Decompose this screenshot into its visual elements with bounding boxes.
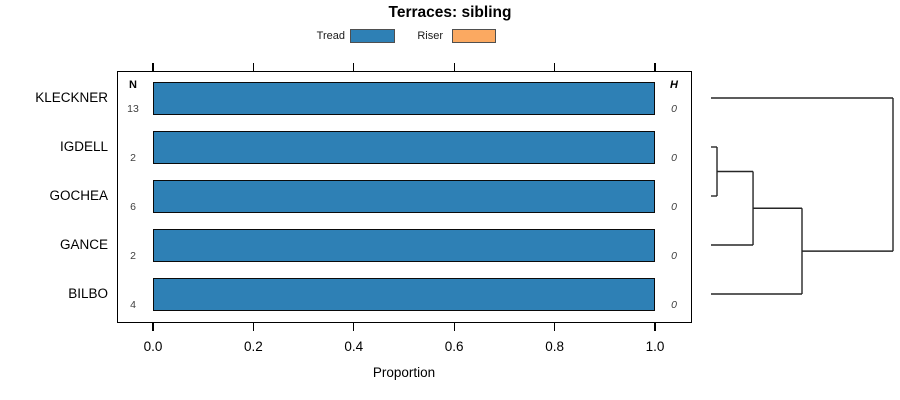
x-tick-label: 0.8 xyxy=(545,339,564,354)
n-column-header: N xyxy=(129,79,137,91)
legend-label-tread: Tread xyxy=(316,30,345,42)
h-value: 0 xyxy=(671,152,677,164)
x-tick-label: 1.0 xyxy=(645,339,665,354)
legend-swatch-riser xyxy=(452,29,496,43)
x-tick-bottom xyxy=(252,323,255,331)
y-axis-label: IGDELL xyxy=(59,139,108,154)
x-tick-bottom xyxy=(654,323,656,331)
y-axis-label: GANCE xyxy=(59,237,108,252)
chart-title: Terraces: sibling xyxy=(388,4,512,21)
x-tick-bottom xyxy=(353,323,355,331)
x-tick-label: 0.0 xyxy=(143,339,163,354)
x-tick-label: 0.2 xyxy=(244,339,263,354)
x-tick-top xyxy=(252,63,255,71)
y-axis-label: KLECKNER xyxy=(35,90,108,105)
x-tick-top xyxy=(453,63,455,71)
x-tick-bottom xyxy=(453,323,455,331)
h-value: 0 xyxy=(671,250,677,262)
x-tick-top xyxy=(553,63,556,71)
legend-swatch-tread xyxy=(350,29,395,43)
n-value: 2 xyxy=(130,250,136,262)
x-tick-top xyxy=(353,63,355,71)
h-value: 0 xyxy=(671,299,677,311)
h-value: 0 xyxy=(671,201,677,213)
bar-igdell xyxy=(153,130,655,164)
n-value: 6 xyxy=(130,201,136,213)
bar-kleckner xyxy=(153,81,655,115)
x-axis-title: Proportion xyxy=(372,365,436,380)
bar-gochea xyxy=(153,179,655,213)
y-axis-label: GOCHEA xyxy=(49,188,108,203)
x-tick-top xyxy=(654,63,656,71)
x-tick-top xyxy=(152,63,154,71)
n-value: 2 xyxy=(130,152,136,164)
x-tick-bottom xyxy=(152,323,154,331)
legend-label-riser: Riser xyxy=(417,30,443,42)
n-value: 4 xyxy=(130,299,136,311)
bar-bilbo xyxy=(153,277,655,311)
bar-gance xyxy=(153,228,655,262)
h-column-header: H xyxy=(670,79,678,91)
x-tick-label: 0.4 xyxy=(344,339,364,354)
n-value: 13 xyxy=(127,103,139,115)
y-axis-label: BILBO xyxy=(68,286,108,301)
x-tick-bottom xyxy=(553,323,556,331)
h-value: 0 xyxy=(671,103,677,115)
x-tick-label: 0.6 xyxy=(444,339,464,354)
legend: Tread Riser xyxy=(0,0,900,46)
